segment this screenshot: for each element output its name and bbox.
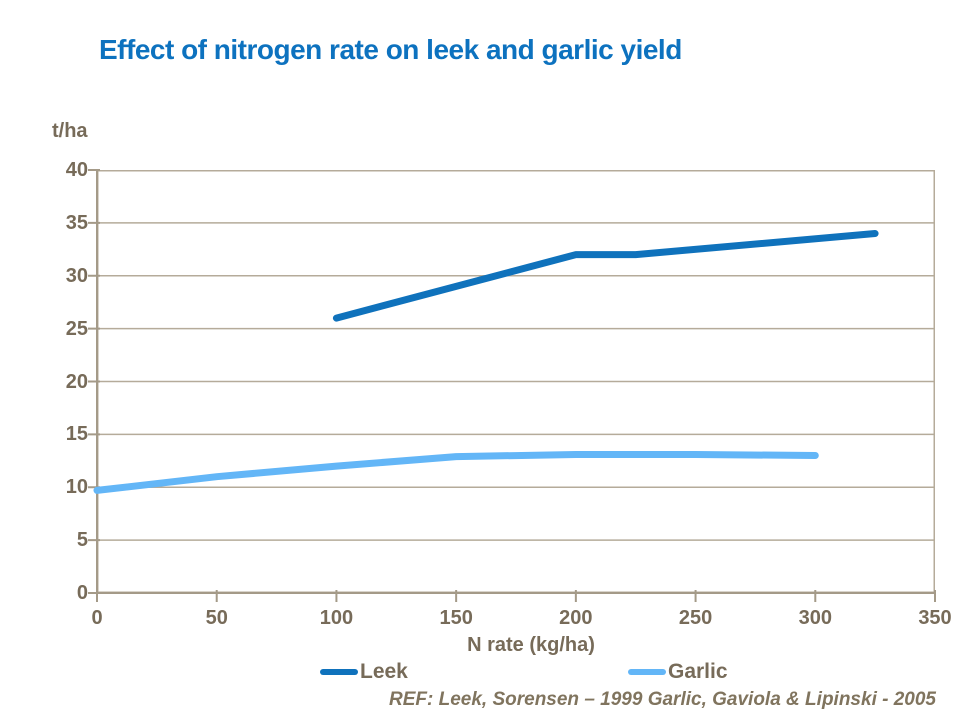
chart-title: Effect of nitrogen rate on leek and garl… [99, 34, 682, 65]
y-tick-label: 25 [65, 317, 88, 340]
x-tick-label: 100 [319, 607, 354, 629]
leek-line-swatch [320, 669, 358, 675]
y-tick-label: 10 [65, 476, 88, 499]
x-tick-label: 300 [798, 607, 832, 629]
x-tick-label: 50 [205, 607, 228, 629]
y-tick-label: 30 [65, 264, 88, 287]
y-tick-label: 5 [76, 529, 88, 552]
plot-area [88, 169, 936, 602]
y-tick-label: 35 [65, 211, 88, 234]
legend-item-garlic: Garlic [628, 660, 728, 684]
y-tick-label: 15 [65, 423, 88, 446]
y-axis-unit-label: t/ha [52, 120, 88, 142]
series-line-garlic [93, 451, 819, 494]
y-tick-label: 40 [65, 159, 88, 181]
x-tick-label: 350 [918, 607, 952, 629]
garlic-line-swatch [628, 669, 666, 675]
x-tick-label: 250 [678, 607, 713, 629]
y-tick-label: 0 [76, 582, 88, 604]
legend-label-garlic: Garlic [668, 660, 728, 683]
legend-label-leek: Leek [360, 660, 408, 683]
x-tick-label: 200 [559, 607, 593, 629]
y-tick-label: 20 [65, 370, 88, 393]
reference-note: REF: Leek, Sorensen – 1999 Garlic, Gavio… [388, 689, 936, 710]
line-chart [88, 169, 936, 602]
legend-item-leek: Leek [320, 660, 408, 684]
x-axis-title: N rate (kg/ha) [467, 634, 595, 656]
series-line-leek [332, 230, 879, 322]
x-tick-label: 150 [439, 607, 473, 629]
x-tick-label: 0 [91, 607, 103, 629]
